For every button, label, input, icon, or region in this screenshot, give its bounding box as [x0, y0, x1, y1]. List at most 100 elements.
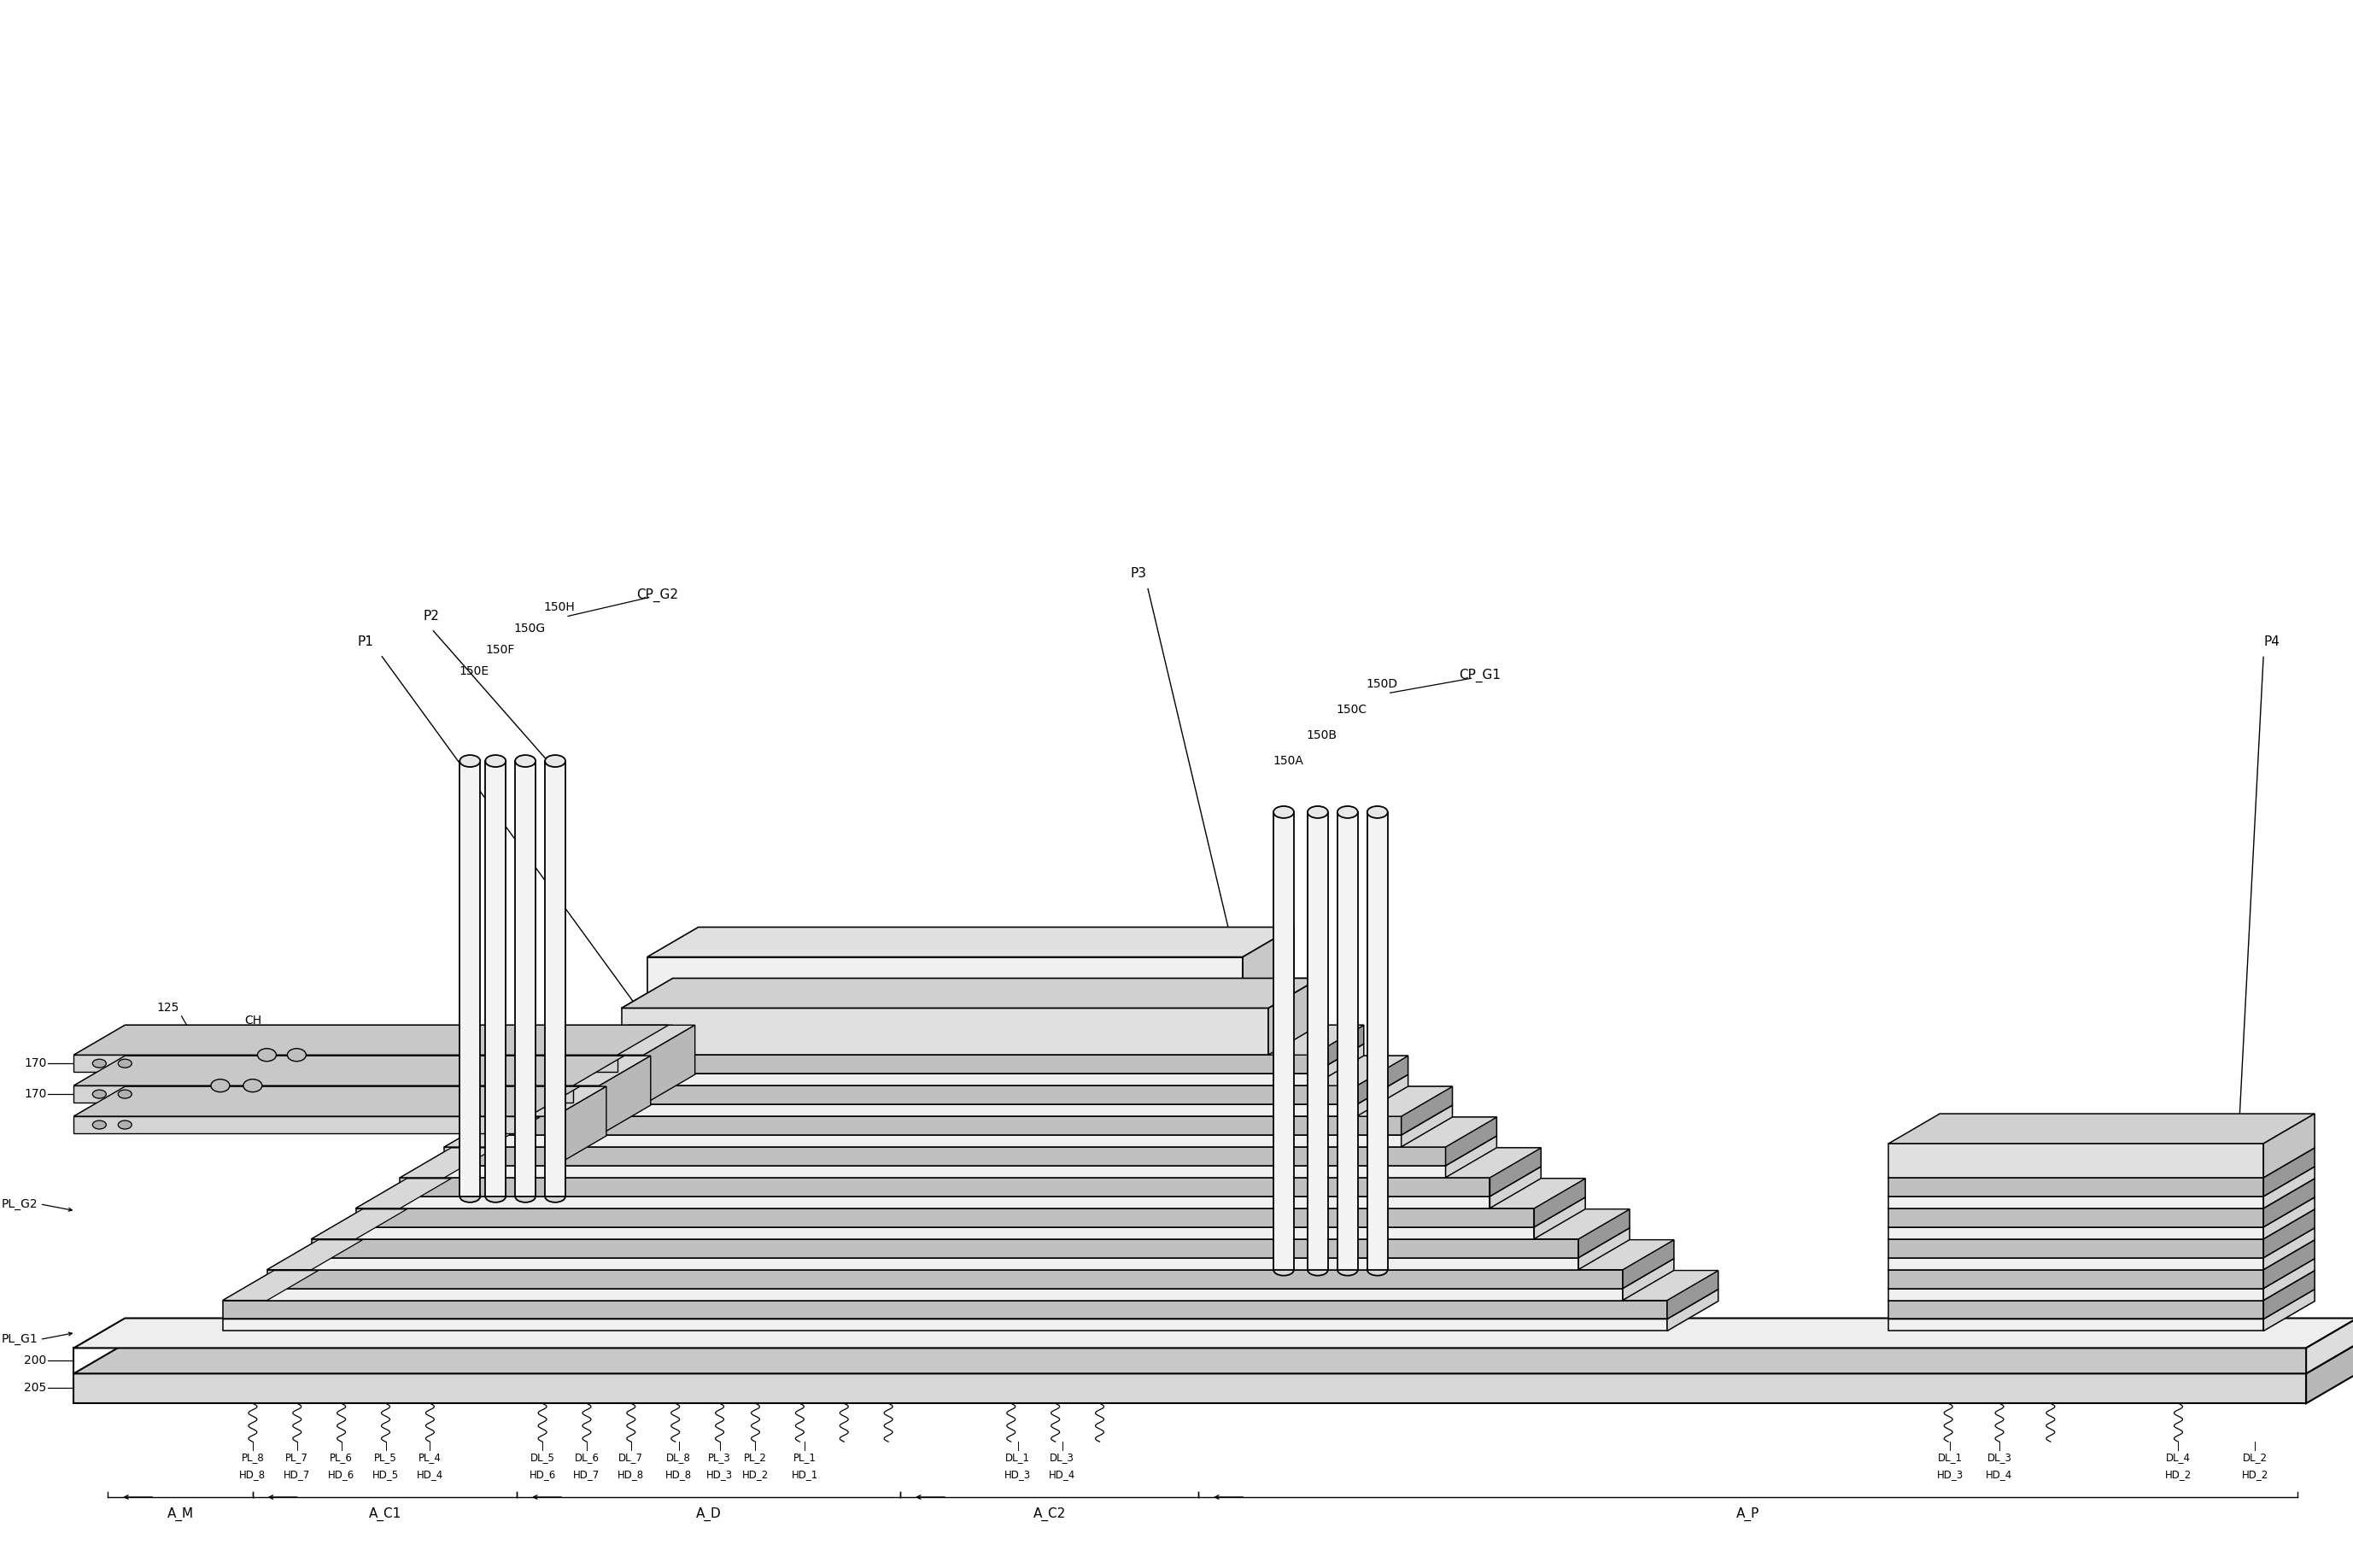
Polygon shape: [1889, 1240, 2315, 1270]
Polygon shape: [2264, 1198, 2315, 1239]
Polygon shape: [1358, 1074, 1407, 1116]
Polygon shape: [1489, 1167, 1541, 1209]
Polygon shape: [1668, 1289, 1718, 1331]
Polygon shape: [268, 1240, 362, 1270]
Polygon shape: [534, 1055, 628, 1085]
Text: 150H: 150H: [544, 602, 574, 613]
Polygon shape: [621, 1008, 1268, 1055]
Polygon shape: [2264, 1289, 2315, 1331]
Polygon shape: [1889, 1113, 2315, 1143]
Text: HD_3: HD_3: [1937, 1469, 1962, 1480]
Ellipse shape: [459, 1190, 480, 1203]
Polygon shape: [73, 1025, 694, 1055]
Polygon shape: [1889, 1259, 2315, 1289]
Text: PL_4: PL_4: [419, 1452, 442, 1463]
Ellipse shape: [1308, 1264, 1327, 1276]
Ellipse shape: [515, 1190, 536, 1203]
Ellipse shape: [546, 756, 565, 767]
Polygon shape: [1242, 927, 1294, 1008]
Polygon shape: [73, 1087, 579, 1116]
Text: DL_6: DL_6: [574, 1452, 600, 1463]
Text: ILD_9: ILD_9: [1480, 1154, 1513, 1165]
Polygon shape: [2264, 1259, 2315, 1300]
Polygon shape: [1358, 1087, 1452, 1116]
Text: PL_G1: PL_G1: [2, 1333, 38, 1345]
Text: 150A: 150A: [1273, 756, 1304, 767]
Text: HD_8: HD_8: [240, 1469, 266, 1480]
Text: DL_1: DL_1: [1005, 1452, 1031, 1463]
Ellipse shape: [459, 756, 480, 767]
Polygon shape: [355, 1228, 1534, 1239]
Polygon shape: [268, 1270, 1624, 1289]
Polygon shape: [1268, 1025, 1365, 1055]
Polygon shape: [224, 1270, 1718, 1300]
Polygon shape: [1889, 1178, 2264, 1196]
Ellipse shape: [212, 1079, 231, 1091]
Text: HD_6: HD_6: [327, 1469, 355, 1480]
Polygon shape: [400, 1167, 1541, 1196]
Polygon shape: [73, 1055, 616, 1073]
Polygon shape: [1579, 1240, 1673, 1270]
Polygon shape: [1889, 1148, 2315, 1178]
Polygon shape: [400, 1178, 1489, 1196]
Polygon shape: [576, 1055, 1313, 1074]
Ellipse shape: [515, 756, 536, 767]
Text: PL_G2: PL_G2: [2, 1198, 38, 1210]
Text: CP_G1: CP_G1: [1459, 670, 1501, 682]
Text: HD_2: HD_2: [2165, 1469, 2191, 1480]
Polygon shape: [73, 1025, 668, 1055]
Polygon shape: [355, 1198, 1586, 1228]
Polygon shape: [621, 978, 1320, 1008]
Polygon shape: [1402, 1116, 1497, 1146]
Polygon shape: [576, 1025, 1365, 1055]
Text: A_C1: A_C1: [369, 1507, 400, 1521]
Polygon shape: [268, 1259, 1673, 1289]
Text: 150C: 150C: [1337, 704, 1367, 717]
Polygon shape: [1445, 1116, 1497, 1165]
Ellipse shape: [118, 1090, 132, 1098]
Polygon shape: [489, 1105, 1452, 1135]
Polygon shape: [647, 927, 1294, 956]
Polygon shape: [73, 1087, 607, 1116]
Text: HD_2: HD_2: [2242, 1469, 2268, 1480]
Polygon shape: [445, 1135, 1497, 1165]
Text: 200: 200: [24, 1355, 47, 1367]
Ellipse shape: [92, 1060, 106, 1068]
Polygon shape: [534, 1085, 1358, 1104]
Polygon shape: [1624, 1270, 1718, 1300]
Polygon shape: [224, 1289, 1718, 1319]
Polygon shape: [355, 1209, 1534, 1228]
Polygon shape: [268, 1240, 1673, 1270]
Polygon shape: [73, 1055, 624, 1085]
Polygon shape: [73, 1319, 2353, 1348]
Polygon shape: [73, 1055, 652, 1085]
Polygon shape: [2264, 1270, 2315, 1319]
Polygon shape: [224, 1270, 318, 1300]
Text: A_P: A_P: [1737, 1507, 1760, 1521]
Polygon shape: [1889, 1179, 2315, 1209]
Polygon shape: [311, 1209, 1631, 1239]
Polygon shape: [1402, 1087, 1452, 1135]
Polygon shape: [1313, 1044, 1365, 1085]
Polygon shape: [73, 1344, 2353, 1374]
Text: P4: P4: [2264, 635, 2280, 648]
Polygon shape: [1402, 1105, 1452, 1146]
Polygon shape: [1889, 1270, 2315, 1300]
Text: 170: 170: [24, 1088, 47, 1101]
Polygon shape: [445, 1116, 1497, 1146]
Text: A_M: A_M: [167, 1507, 193, 1521]
Polygon shape: [1534, 1179, 1586, 1228]
Polygon shape: [576, 1044, 1365, 1074]
Ellipse shape: [1273, 806, 1294, 818]
Text: DL_2: DL_2: [2242, 1452, 2268, 1463]
Ellipse shape: [1337, 1264, 1358, 1276]
Polygon shape: [2306, 1344, 2353, 1403]
Polygon shape: [1889, 1239, 2264, 1258]
Text: P1: P1: [358, 635, 374, 648]
Text: CP_G2: CP_G2: [638, 588, 678, 602]
Polygon shape: [1358, 1055, 1407, 1104]
Polygon shape: [1668, 1270, 1718, 1319]
Polygon shape: [1624, 1240, 1673, 1289]
Polygon shape: [546, 760, 565, 1196]
Polygon shape: [445, 1165, 1445, 1178]
